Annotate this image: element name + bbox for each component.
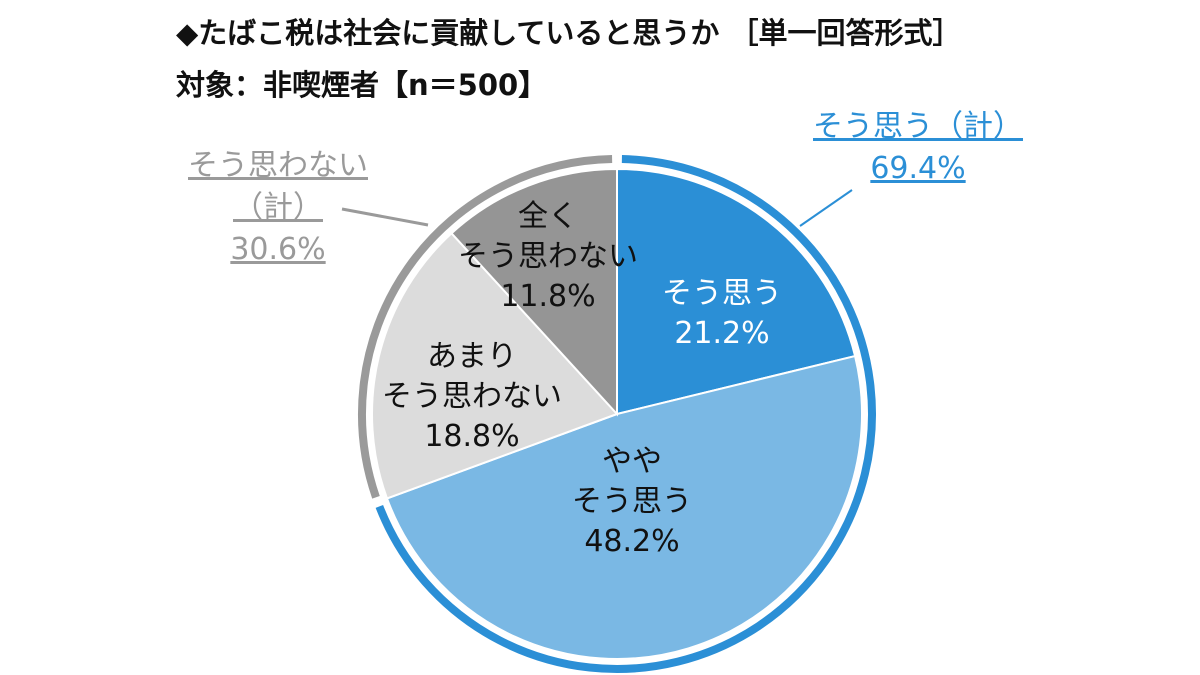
leader-line-disagree — [341, 207, 429, 227]
group-agree-total-label-line-0: そう思う（計） — [813, 109, 1023, 144]
ring-agree-total — [375, 155, 876, 673]
slice-agree-label-line-0: そう思う — [662, 276, 782, 311]
slice-somewhat-disagree-label-line-2: 18.8% — [424, 419, 519, 454]
slice-somewhat-agree-label-line-2: 48.2% — [584, 524, 679, 559]
leader-line-agree — [799, 189, 853, 227]
slice-somewhat-agree-label-line-1: そう思う — [572, 484, 692, 519]
slice-somewhat-agree-label-line-0: やや — [602, 444, 662, 479]
ring-disagree-total — [358, 155, 613, 499]
slice-somewhat-agree — [385, 354, 863, 661]
group-disagree-total-label-line-0: そう思わない — [188, 148, 368, 183]
slice-somewhat-disagree — [371, 231, 619, 500]
slice-agree-label-line-1: 21.2% — [674, 316, 769, 351]
chart-title: ◆たばこ税は社会に貢献していると思うか ［単一回答形式］ — [176, 16, 962, 50]
group-agree-total-label-line-1: 69.4% — [870, 151, 965, 186]
group-disagree-total-label-line-1: （計） — [233, 190, 323, 225]
slice-agree — [616, 167, 857, 416]
chart-subtitle: 対象：非喫煙者【n＝500】 — [176, 68, 548, 102]
slice-disagree-label-line-2: 11.8% — [500, 279, 595, 314]
slice-disagree-label-line-0: 全く — [518, 199, 578, 234]
group-disagree-total-label-line-2: 30.6% — [230, 232, 325, 267]
slice-somewhat-disagree-label-line-1: そう思わない — [382, 379, 562, 414]
slice-disagree-label-line-1: そう思わない — [458, 239, 638, 274]
slice-disagree — [450, 167, 618, 417]
slice-somewhat-disagree-label-line-0: あまり — [427, 339, 517, 374]
